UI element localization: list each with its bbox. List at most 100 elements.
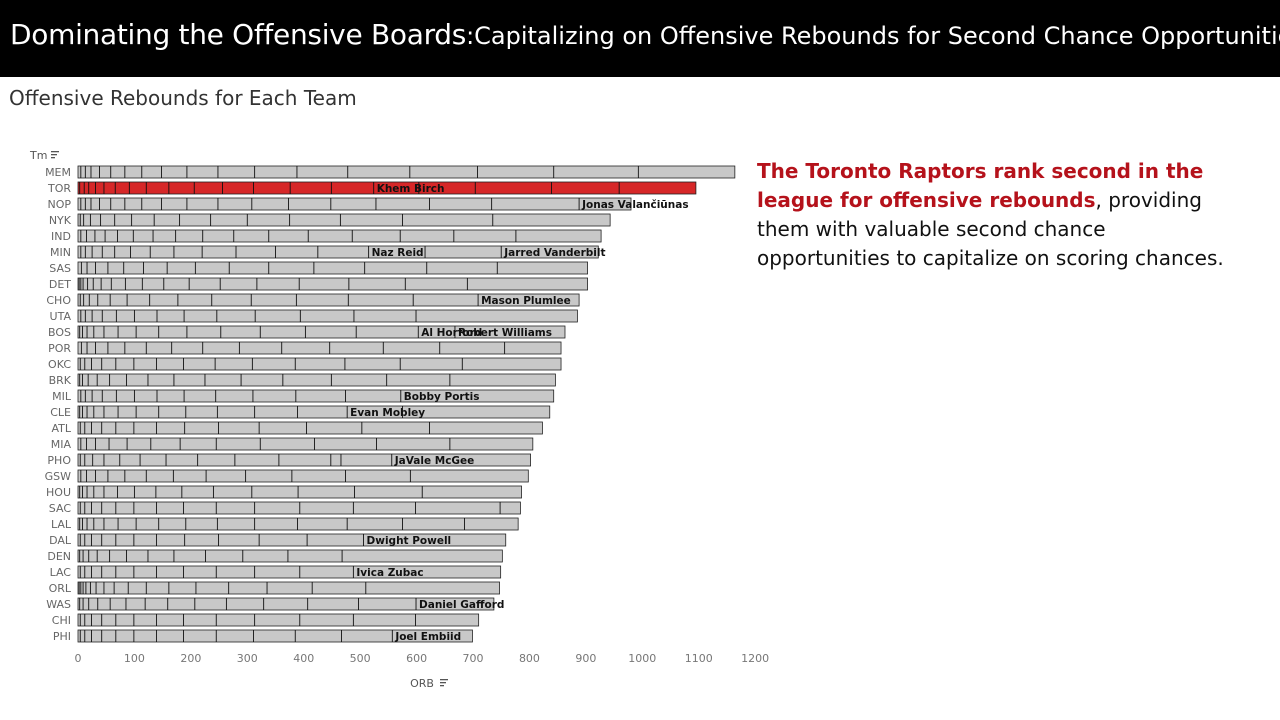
team-label: CHO: [46, 294, 71, 307]
team-bar[interactable]: [77, 357, 562, 371]
team-label: DAL: [49, 534, 72, 547]
x-tick-label: 500: [350, 652, 371, 665]
callout-highlight: The Toronto Raptors rank second in the l…: [757, 159, 1204, 212]
team-label: CLE: [50, 406, 71, 419]
team-label: NOP: [47, 198, 71, 211]
callout-text: The Toronto Raptors rank second in the l…: [757, 157, 1227, 273]
x-tick-label: 1000: [628, 652, 656, 665]
team-label: BRK: [49, 374, 72, 387]
team-bar[interactable]: [77, 229, 602, 243]
player-label: Mason Plumlee: [481, 295, 571, 307]
player-label: Naz Reid: [372, 247, 424, 259]
sort-icon-line: [51, 151, 59, 153]
team-bar[interactable]: [77, 437, 534, 451]
team-label: DET: [49, 278, 71, 291]
team-label: TOR: [47, 182, 71, 195]
team-label: PHO: [47, 454, 71, 467]
team-bar[interactable]: [77, 421, 543, 435]
team-label: MEM: [45, 166, 71, 179]
team-bar[interactable]: [77, 309, 578, 323]
team-bar[interactable]: [77, 165, 736, 179]
team-bar[interactable]: [77, 405, 551, 419]
team-label: POR: [48, 342, 71, 355]
x-tick-label: 600: [406, 652, 427, 665]
team-bar[interactable]: [77, 213, 611, 227]
team-label: SAC: [49, 502, 72, 515]
sort-icon-line: [440, 682, 446, 684]
team-bar[interactable]: [77, 565, 502, 579]
team-label: LAC: [50, 566, 72, 579]
title-subtitle: Capitalizing on Offensive Rebounds for S…: [474, 22, 1280, 50]
team-label: UTA: [50, 310, 72, 323]
team-bar[interactable]: [77, 453, 531, 467]
team-label: HOU: [46, 486, 71, 499]
team-label: BOS: [48, 326, 71, 339]
sort-icon-line: [440, 685, 444, 687]
x-axis-label: ORB: [410, 677, 434, 690]
player-label: Jarred Vanderbilt: [503, 247, 605, 259]
player-label: Jonas Valančiūnas: [581, 199, 689, 211]
team-label: IND: [51, 230, 71, 243]
team-bar[interactable]: [77, 325, 566, 339]
team-bar[interactable]: [77, 597, 495, 611]
player-label: Robert Williams: [458, 327, 552, 339]
team-bar[interactable]: [77, 581, 500, 595]
title-separator: :: [466, 22, 475, 50]
team-bar[interactable]: [77, 549, 503, 563]
team-label: ORL: [49, 582, 72, 595]
x-tick-label: 1200: [741, 652, 769, 665]
x-tick-label: 300: [237, 652, 258, 665]
team-label: MIA: [51, 438, 72, 451]
team-label: OKC: [48, 358, 71, 371]
team-label: ATL: [51, 422, 71, 435]
team-label: NYK: [49, 214, 72, 227]
team-bar[interactable]: [77, 277, 588, 291]
slide-title: Dominating the Offensive Boards:Capitali…: [10, 18, 1280, 51]
player-label: Evan Mobley: [350, 407, 425, 419]
team-label: CHI: [52, 614, 71, 627]
player-label: JaVale McGee: [394, 455, 475, 467]
team-label: MIL: [52, 390, 72, 403]
player-label: Dwight Powell: [367, 535, 452, 547]
x-tick-label: 0: [75, 652, 82, 665]
x-tick-label: 200: [180, 652, 201, 665]
team-label: LAL: [51, 518, 72, 531]
x-tick-label: 1100: [685, 652, 713, 665]
team-bar[interactable]: [77, 629, 473, 643]
x-tick-label: 400: [293, 652, 314, 665]
x-tick-label: 800: [519, 652, 540, 665]
team-bar[interactable]: [77, 293, 580, 307]
chart-heading: Offensive Rebounds for Each Team: [9, 86, 357, 110]
team-bar[interactable]: [77, 517, 519, 531]
team-bar[interactable]: [77, 181, 697, 195]
player-label: Daniel Gafford: [419, 599, 504, 611]
y-axis-field-label: Tm: [29, 149, 47, 162]
team-bar[interactable]: [77, 501, 521, 515]
team-label: WAS: [46, 598, 71, 611]
player-label: Al Horford: [421, 327, 482, 339]
sort-icon-line: [51, 157, 55, 159]
sort-icon-line: [440, 679, 448, 681]
team-bar[interactable]: [77, 261, 588, 275]
team-bar[interactable]: [77, 469, 529, 483]
team-bar[interactable]: [77, 245, 599, 259]
team-bar[interactable]: [77, 341, 562, 355]
x-sort-icon[interactable]: [440, 679, 448, 687]
player-label: Joel Embiid: [394, 631, 461, 643]
sort-icon-line: [51, 154, 57, 156]
callout-rest: , providing them with valuable second ch…: [757, 188, 1224, 270]
team-bar[interactable]: [77, 389, 555, 403]
x-tick-label: 700: [463, 652, 484, 665]
team-label: DEN: [47, 550, 71, 563]
team-bar[interactable]: [77, 373, 556, 387]
team-label: PHI: [53, 630, 71, 643]
y-sort-icon[interactable]: [51, 151, 59, 159]
team-label: MIN: [50, 246, 71, 259]
team-label: GSW: [45, 470, 72, 483]
slide-header: Dominating the Offensive Boards:Capitali…: [0, 0, 1280, 77]
team-label: SAS: [49, 262, 71, 275]
team-bar[interactable]: [77, 485, 522, 499]
player-label: Bobby Portis: [404, 391, 480, 403]
team-bar[interactable]: [77, 613, 480, 627]
team-bar[interactable]: [77, 197, 632, 211]
